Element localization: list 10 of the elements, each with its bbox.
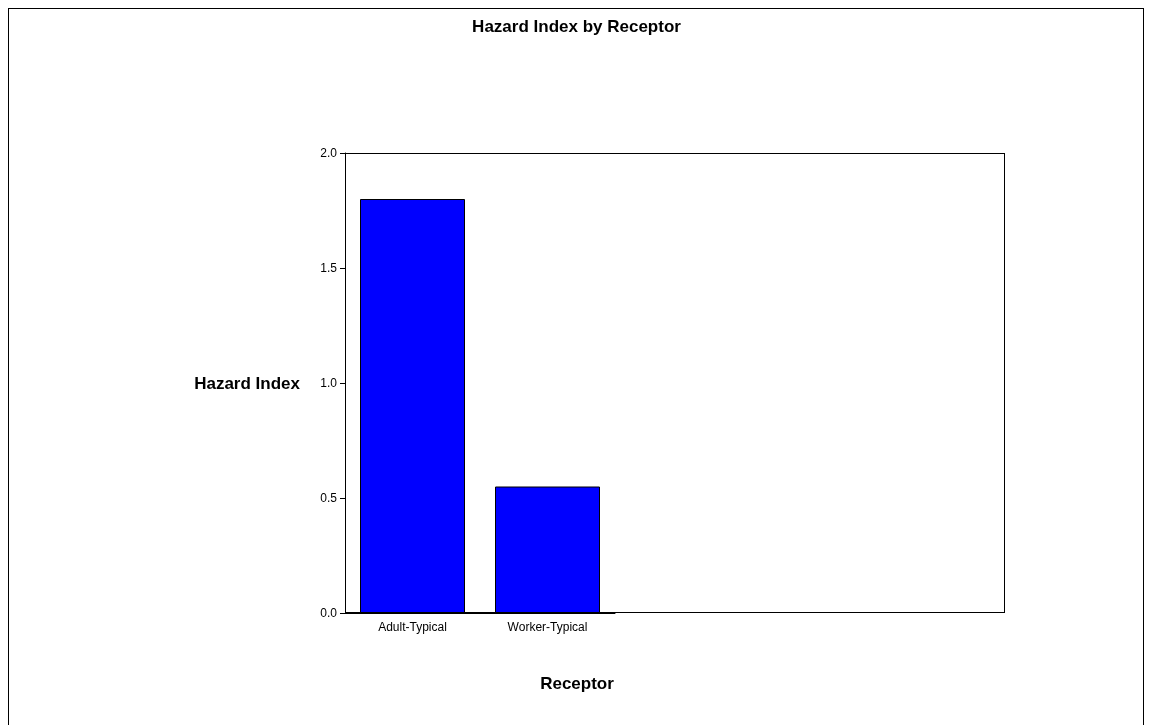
y-tick-label: 2.0	[320, 146, 338, 160]
y-axis-title: Hazard Index	[194, 373, 301, 393]
y-tick-label: 1.5	[320, 261, 338, 275]
x-tick-label: Worker-Typical	[507, 620, 588, 634]
y-tick-label: 0.0	[320, 606, 338, 620]
y-tick-label: 1.0	[320, 376, 338, 390]
chart-title: Hazard Index by Receptor	[472, 17, 682, 36]
x-tick-label: Adult-Typical	[378, 620, 447, 634]
y-tick-label: 0.5	[320, 491, 338, 505]
x-axis-title: Receptor	[540, 674, 615, 693]
